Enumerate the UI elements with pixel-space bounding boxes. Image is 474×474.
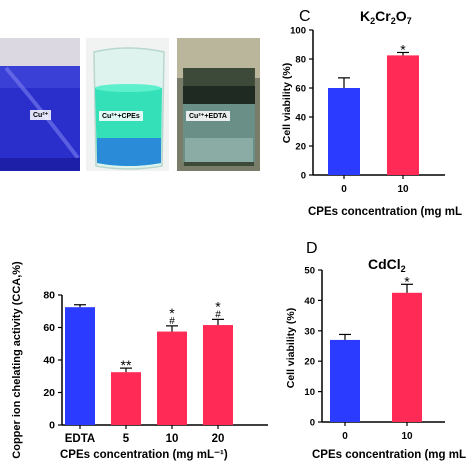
chart2-ytick-label-2: 20 xyxy=(304,357,315,368)
chart1-panel-letter: C xyxy=(299,8,311,25)
photo-cu2-cpes: Cu²⁺+CPEs xyxy=(86,38,169,171)
chart2-annotation-1-0: * xyxy=(404,273,410,289)
chart2-ytick-label-1: 10 xyxy=(304,387,315,398)
chart1-title: K2Cr2O7 xyxy=(360,8,412,26)
beaker-dark-image xyxy=(177,38,260,171)
chart2-category-label-1: 10 xyxy=(401,431,413,442)
chart0-annotation-1-1: ** xyxy=(121,357,132,373)
chart0-xlabel: CPEs concentration (mg mL⁻¹) xyxy=(60,449,228,461)
chart0-annotation-2-1: * xyxy=(169,305,175,321)
chart2-ytick-label-0: 0 xyxy=(310,418,315,429)
chart0-annotation-3-1: * xyxy=(215,298,221,314)
photo-label-cu2: Cu²⁺ xyxy=(30,110,52,120)
photo-cu2: Cu²⁺ xyxy=(0,38,80,171)
chart1-ytick-label-1: 20 xyxy=(295,142,306,153)
chart1-ytick-label-0: 0 xyxy=(301,171,306,182)
beaker-green-image xyxy=(86,38,169,171)
chart1-ytick-label-4: 80 xyxy=(295,55,306,66)
chart2-ytick-label-3: 30 xyxy=(304,326,315,337)
photo-cu2-edta: Cu²⁺+EDTA xyxy=(177,38,260,171)
chart0-category-label-1: 5 xyxy=(123,433,130,445)
chart0-bar-2 xyxy=(157,331,187,425)
chart0-category-label-0: EDTA xyxy=(65,433,95,445)
chart0-ytick-label-2: 40 xyxy=(43,355,55,367)
chart2-ytick-label-4: 40 xyxy=(304,296,315,307)
chart1-bar-1 xyxy=(387,55,419,175)
chart2-bar-1 xyxy=(392,292,422,422)
photo-label-cu2-edta: Cu²⁺+EDTA xyxy=(186,111,230,121)
chart0-category-label-3: 20 xyxy=(212,433,225,445)
chart2-bar-0 xyxy=(330,339,360,422)
chart0-bar-0 xyxy=(65,307,95,425)
chart2-panel-letter: D xyxy=(306,240,318,257)
photo-label-cu2-cpes: Cu²⁺+CPEs xyxy=(99,111,143,121)
chart0-ytick-label-1: 20 xyxy=(43,387,55,399)
chart1-bar-0 xyxy=(328,88,360,175)
chart2-title: CdCl2 xyxy=(368,256,406,274)
chart0-ytick-label-4: 80 xyxy=(43,290,55,302)
chart0-ytick-label-0: 0 xyxy=(49,420,55,432)
chart0-bar-1 xyxy=(111,372,141,425)
chart1-annotation-1-0: * xyxy=(400,41,406,57)
chart0-ylabel: Copper ion chelating activity (CCA,%) xyxy=(11,261,23,459)
chart1-category-label-1: 10 xyxy=(397,184,409,195)
chart0-bar-3 xyxy=(203,325,233,425)
chart0-annotation-3-0: # xyxy=(215,309,221,320)
chart0-annotation-2-0: # xyxy=(169,316,175,327)
chart2-ytick-label-5: 50 xyxy=(304,266,315,277)
chart1-ylabel: Cell viability (%) xyxy=(281,63,293,144)
chart2-ylabel: Cell viability (%) xyxy=(285,308,297,389)
chart0-ytick-label-3: 60 xyxy=(43,322,55,334)
chart1-category-label-0: 0 xyxy=(341,184,347,195)
chart2-xlabel: CPEs concentration (mg mL xyxy=(312,449,466,461)
chart0-category-label-2: 10 xyxy=(166,433,179,445)
chart2-category-label-0: 0 xyxy=(342,431,348,442)
chart1-ytick-label-5: 100 xyxy=(290,26,306,37)
chart1-ytick-label-2: 40 xyxy=(295,113,306,124)
chart1-xlabel: CPEs concentration (mg mL xyxy=(308,206,462,218)
chart1-ytick-label-3: 60 xyxy=(295,84,306,95)
